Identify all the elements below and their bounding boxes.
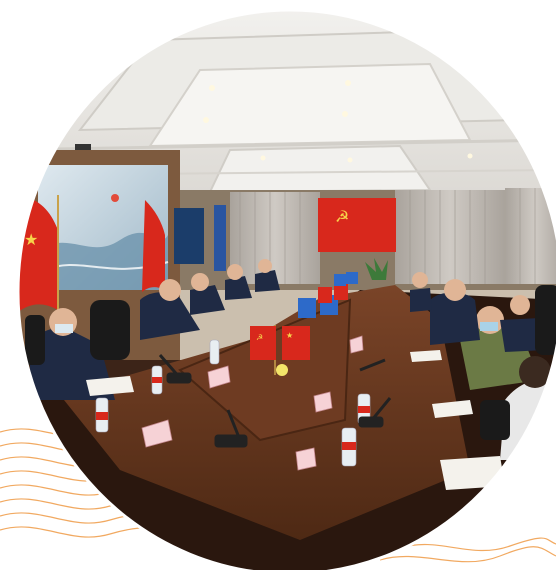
water-bottles <box>95 339 371 467</box>
red-banner: ☭ <box>318 198 396 252</box>
papers <box>86 350 505 490</box>
plant <box>365 258 388 280</box>
svg-text:☭: ☭ <box>256 333 263 342</box>
svg-text:★: ★ <box>24 230 38 249</box>
svg-text:☭: ☭ <box>335 207 349 226</box>
svg-text:★: ★ <box>286 331 293 340</box>
microphones <box>158 354 392 448</box>
table-flags: ☭ ★ <box>250 272 358 376</box>
display-screen <box>174 208 204 264</box>
standing-flags: ★ <box>18 195 165 330</box>
name-plates <box>141 335 364 471</box>
